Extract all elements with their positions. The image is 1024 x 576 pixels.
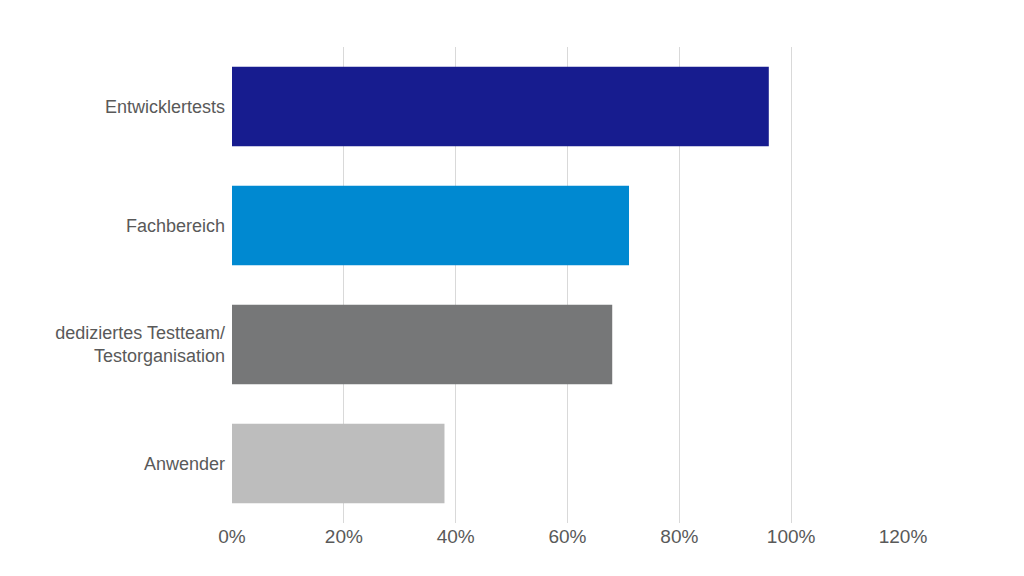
svg-text:60%: 60% — [548, 526, 586, 547]
svg-text:80%: 80% — [660, 526, 698, 547]
svg-text:40%: 40% — [437, 526, 475, 547]
svg-text:dediziertes Testteam/Testorgan: dediziertes Testteam/Testorganisation — [55, 323, 225, 366]
svg-text:20%: 20% — [325, 526, 363, 547]
svg-text:0%: 0% — [218, 526, 246, 547]
svg-text:Fachbereich: Fachbereich — [126, 216, 225, 236]
svg-text:Entwicklertests: Entwicklertests — [105, 97, 225, 117]
svg-text:120%: 120% — [879, 526, 928, 547]
svg-text:100%: 100% — [767, 526, 816, 547]
svg-text:Anwender: Anwender — [144, 454, 225, 474]
